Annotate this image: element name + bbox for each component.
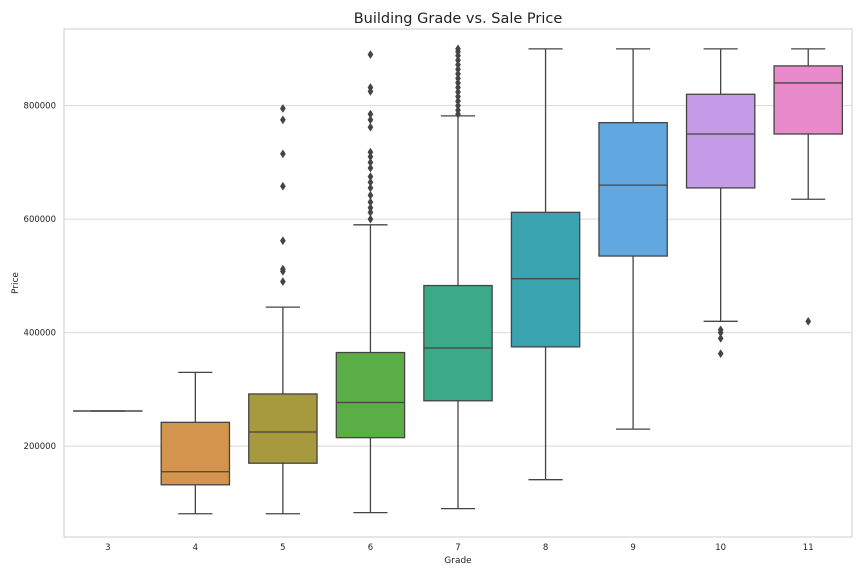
outlier-point [717,333,724,343]
outlier-point [455,101,461,111]
x-tick-label: 7 [455,543,460,553]
outlier-point [367,207,374,217]
outlier-point [805,316,812,326]
outlier-point [367,172,374,182]
outlier-point [367,197,374,207]
outlier-point [367,203,374,213]
y-tick-label: 200000 [24,442,56,452]
outlier-point [279,264,286,274]
outlier-point [279,149,286,159]
iqr-box [160,421,231,486]
outlier-point [455,87,461,97]
outlier-point [367,122,374,132]
outlier-point [279,115,286,125]
boxes-layer [72,44,844,515]
outlier-point [455,92,461,102]
outlier-point [367,177,374,187]
x-tick-label: 6 [368,543,373,553]
box-group [598,48,668,430]
box-group [685,48,756,359]
outlier-point [367,157,374,167]
iqr-box [335,351,406,439]
x-tick-label: 8 [543,543,548,553]
outlier-point [455,73,461,83]
outlier-point [455,55,461,65]
box-group [160,371,231,515]
iqr-box [685,93,756,189]
outlier-point [367,163,374,173]
x-tick-label: 3 [105,543,110,553]
outlier-point [455,44,461,54]
outlier-point [279,277,286,287]
outlier-point [455,78,461,88]
iqr-box [248,393,318,464]
box-group [773,48,844,326]
outlier-point [279,104,286,113]
y-axis-label: Price [11,272,21,294]
outlier-point [455,69,461,79]
y-tick-labels: 200000 400000 600000 800000 [24,102,56,453]
y-tick-label: 800000 [24,102,56,112]
box-group [423,44,493,510]
outlier-point [717,325,724,335]
outlier-point [367,147,374,157]
outlier-point [367,214,374,224]
x-tick-label: 4 [193,543,198,553]
x-axis-label: Grade [444,556,472,566]
x-tick-label: 5 [280,543,285,553]
outlier-point [717,349,724,359]
x-tick-label: 10 [715,543,726,553]
y-tick-label: 400000 [24,329,56,339]
outlier-point [367,115,374,125]
outlier-point [367,109,374,119]
iqr-box [598,122,668,257]
outlier-point [367,83,374,92]
iqr-box [423,284,493,402]
outlier-point [455,96,461,106]
iqr-box [510,211,581,348]
outlier-point [279,181,286,191]
outlier-point [367,190,374,200]
x-tick-labels: 3 4 5 6 7 8 9 10 11 [105,543,814,553]
outlier-point [367,152,374,162]
chart-title: Building Grade vs. Sale Price [354,11,563,27]
x-tick-label: 11 [803,543,814,553]
box-group [248,104,318,515]
outlier-point [367,50,374,60]
outlier-point [455,60,461,70]
outlier-point [455,64,461,74]
outlier-point [455,83,461,92]
outlier-point [455,105,461,115]
box-group [335,50,406,514]
box-group [510,48,581,481]
outlier-point [279,236,286,246]
outlier-point [367,183,374,193]
x-tick-label: 9 [630,543,635,553]
iqr-box [773,65,844,135]
y-tick-label: 600000 [24,215,56,225]
